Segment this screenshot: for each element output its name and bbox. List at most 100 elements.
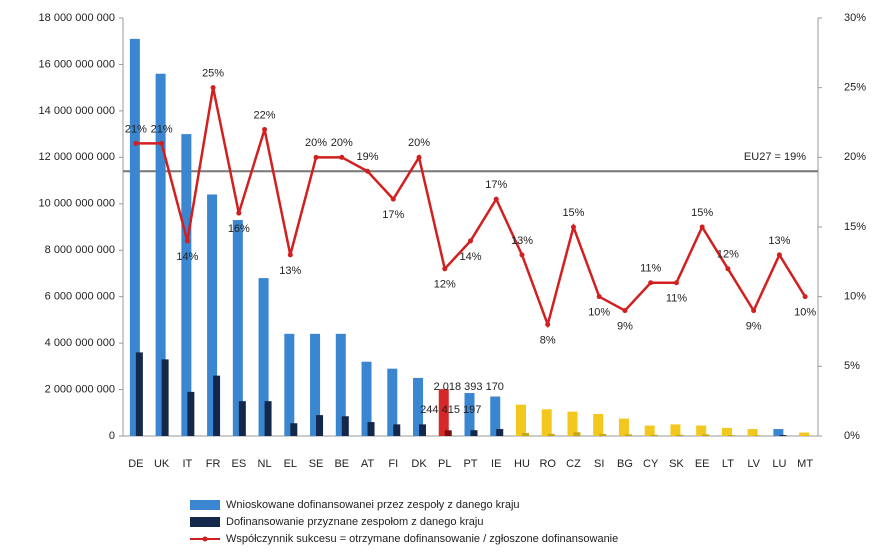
legend-label: Dofinansowanie przyznane zespołom z dane… — [226, 516, 483, 528]
bar — [341, 416, 349, 436]
bar — [335, 333, 346, 436]
bar — [464, 393, 475, 436]
bar — [419, 424, 427, 436]
bar — [773, 429, 784, 436]
data-label: 19% — [357, 151, 379, 163]
line-marker — [313, 154, 319, 160]
data-label: 20% — [331, 137, 353, 149]
bar — [129, 38, 140, 437]
line-marker — [622, 308, 628, 314]
bar — [670, 424, 681, 436]
bar — [599, 433, 607, 436]
bar — [187, 391, 195, 436]
y2-tick-label: 20% — [844, 151, 866, 163]
data-label: 14% — [459, 251, 481, 263]
reference-label: EU27 = 19% — [744, 151, 806, 163]
bar — [284, 333, 295, 436]
legend-swatch — [190, 500, 220, 510]
bar — [593, 413, 604, 436]
line-marker — [699, 224, 705, 230]
data-label: 9% — [617, 321, 633, 333]
line-marker — [365, 168, 371, 174]
y-tick-label: 8 000 000 000 — [45, 244, 115, 256]
data-label: 20% — [305, 137, 327, 149]
bar — [135, 352, 143, 436]
x-tick-label: AT — [361, 458, 375, 470]
bar — [387, 368, 398, 436]
x-tick-label: LU — [772, 458, 786, 470]
y-tick-label: 2 000 000 000 — [45, 383, 115, 395]
legend-label: Współczynnik sukcesu = otrzymane dofinan… — [226, 533, 618, 545]
line-marker — [133, 140, 139, 146]
data-label: 20% — [408, 137, 430, 149]
x-tick-label: NL — [258, 458, 272, 470]
x-tick-label: FR — [206, 458, 221, 470]
line-marker — [468, 238, 473, 244]
data-label: 25% — [202, 68, 224, 80]
x-tick-label: DE — [128, 458, 143, 470]
bar — [213, 375, 221, 436]
y-tick-label: 10 000 000 000 — [39, 198, 115, 210]
y-tick-label: 4 000 000 000 — [45, 337, 115, 349]
bar — [496, 429, 504, 436]
data-label: 21% — [151, 123, 173, 135]
line-marker — [390, 196, 396, 202]
x-tick-label: DK — [411, 458, 427, 470]
bar — [207, 194, 218, 436]
x-tick-label: SI — [594, 458, 604, 470]
line-marker — [802, 294, 808, 300]
legend-label: Wnioskowane dofinansowanei przez zespoły… — [226, 499, 520, 511]
x-tick-label: PT — [463, 458, 477, 470]
x-tick-label: EL — [284, 458, 297, 470]
x-tick-label: SK — [669, 458, 684, 470]
bar — [393, 424, 401, 436]
data-label: 2 018 393 170 — [434, 381, 504, 393]
y-tick-label: 0 — [109, 430, 115, 442]
bar — [444, 430, 452, 436]
line-marker — [751, 308, 757, 314]
data-label: 15% — [691, 207, 713, 219]
y-tick-label: 6 000 000 000 — [45, 291, 115, 303]
line-marker — [210, 85, 216, 91]
line-marker — [776, 252, 782, 258]
data-label: 15% — [562, 207, 584, 219]
bar — [232, 220, 243, 436]
bar — [258, 278, 269, 436]
bar — [438, 389, 449, 436]
y-tick-label: 18 000 000 000 — [39, 12, 115, 24]
bar — [547, 433, 555, 436]
bar — [541, 409, 552, 436]
data-label: 12% — [434, 279, 456, 291]
line-marker — [262, 126, 268, 132]
data-label: 17% — [382, 209, 404, 221]
line-marker — [287, 252, 293, 258]
y2-tick-label: 5% — [844, 360, 860, 372]
x-tick-label: UK — [154, 458, 170, 470]
data-label: 11% — [666, 293, 687, 305]
line-marker — [184, 238, 190, 244]
bar — [727, 435, 735, 436]
y2-tick-label: 15% — [844, 221, 866, 233]
bar — [799, 432, 810, 436]
bar — [721, 427, 732, 436]
bar — [644, 425, 655, 436]
x-tick-label: RO — [539, 458, 556, 470]
x-tick-label: LV — [747, 458, 760, 470]
bar — [753, 435, 761, 436]
bar — [181, 134, 192, 436]
x-tick-label: HU — [514, 458, 530, 470]
line-marker — [339, 154, 345, 160]
bar — [779, 435, 787, 436]
line-marker — [545, 322, 551, 328]
line-marker — [416, 154, 422, 160]
bar — [470, 430, 478, 436]
x-tick-label: FI — [388, 458, 398, 470]
bar — [515, 404, 526, 436]
bar — [696, 425, 707, 436]
data-label: 10% — [794, 307, 816, 319]
data-label: 13% — [279, 265, 301, 277]
y2-tick-label: 0% — [844, 430, 860, 442]
line-marker — [725, 266, 731, 272]
y2-tick-label: 30% — [844, 12, 866, 24]
